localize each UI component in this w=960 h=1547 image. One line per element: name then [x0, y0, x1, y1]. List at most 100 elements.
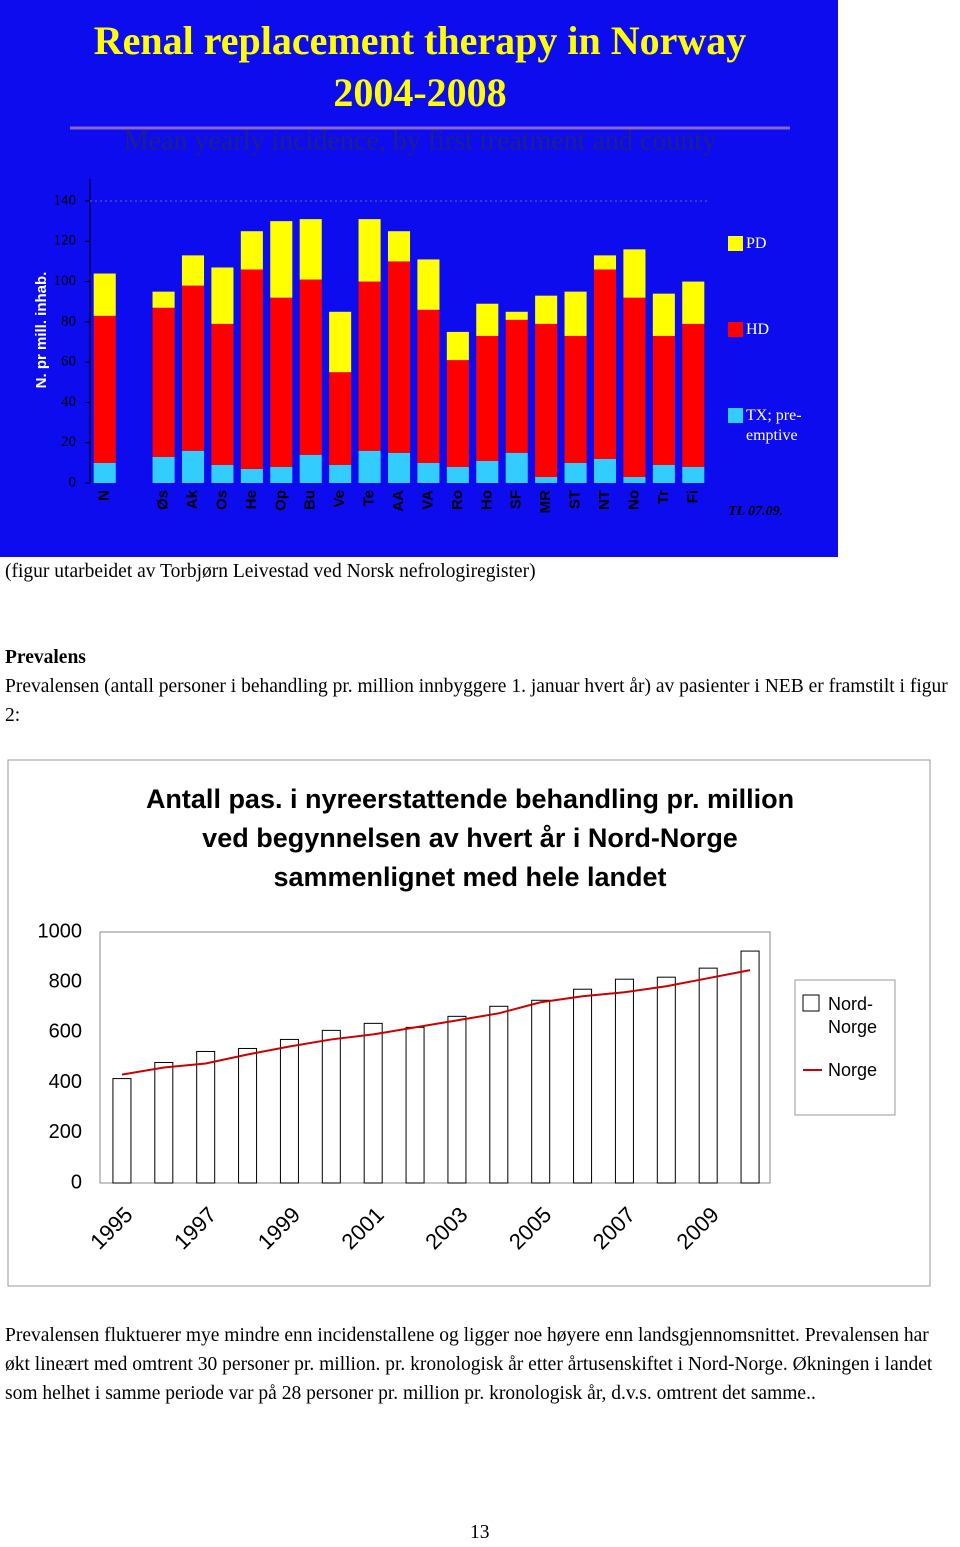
legend-swatch: [802, 994, 820, 1012]
bar: [211, 323, 234, 465]
x-tick-label: Op: [272, 490, 289, 511]
bar: [196, 1050, 216, 1184]
bar: [240, 269, 263, 469]
bar: [698, 967, 718, 1184]
x-tick-label: Ve: [331, 490, 348, 508]
bar: [152, 291, 175, 308]
y-tick-label: 100: [54, 273, 77, 289]
bar: [682, 281, 705, 324]
x-tick-label: VA: [419, 490, 436, 510]
bar: [270, 221, 293, 298]
bar: [535, 295, 558, 324]
bar: [417, 259, 440, 310]
x-tick-label: ST: [567, 490, 584, 509]
bar: [299, 279, 322, 455]
x-tick-label: Ak: [184, 489, 201, 509]
bar: [564, 335, 587, 463]
bar: [358, 450, 381, 483]
bar: [564, 462, 587, 483]
bar: [321, 1029, 341, 1184]
bar: [505, 319, 528, 453]
x-tick-label: No: [625, 490, 642, 510]
bar: [387, 231, 411, 262]
chart-title: 2004-2008: [333, 70, 506, 115]
bar: [614, 978, 634, 1184]
y-axis-label: N. pr mill. inhab.: [33, 272, 50, 389]
paragraph: Prevalensen (antall personer i behandlin…: [5, 676, 948, 726]
x-tick-label: NT: [596, 490, 613, 510]
x-tick-label: Tr: [655, 490, 672, 504]
plot-frame: [99, 931, 771, 1184]
bar: [181, 285, 205, 451]
bar: [535, 476, 558, 483]
bar: [238, 1047, 258, 1184]
bar: [358, 281, 381, 451]
bar: [329, 464, 352, 483]
bar: [623, 249, 646, 298]
bar: [593, 458, 617, 483]
x-tick-label: Os: [213, 490, 230, 510]
y-tick-label: 600: [49, 1021, 82, 1043]
bar: [446, 331, 469, 361]
bar: [656, 976, 676, 1184]
legend-swatch: [728, 236, 743, 251]
chart-title: Renal replacement therapy in Norway: [94, 18, 747, 63]
bar: [329, 372, 352, 465]
y-tick-label: 800: [49, 970, 82, 992]
y-tick-label: 0: [71, 1171, 82, 1193]
x-tick-label: Te: [361, 490, 378, 506]
bar: [152, 456, 175, 483]
x-tick-label: Ro: [449, 490, 466, 510]
bar: [93, 462, 116, 483]
bar: [93, 273, 116, 316]
bar: [505, 452, 528, 483]
bar: [387, 261, 411, 453]
y-tick-label: 200: [49, 1121, 82, 1143]
x-tick-label: Bu: [302, 490, 319, 510]
line: [121, 969, 751, 1076]
heading: Prevalens: [5, 647, 86, 668]
bar: [270, 466, 293, 483]
bar: [240, 231, 263, 270]
x-tick-label: Ho: [478, 490, 495, 510]
bar: [535, 323, 558, 477]
bar: [564, 291, 587, 336]
bar: [505, 311, 528, 320]
bar: [299, 219, 322, 280]
y-tick-label: 80: [61, 313, 76, 329]
x-tick-label: Fi: [684, 490, 701, 503]
chart-title: sammenlignet med hele landet: [273, 862, 666, 892]
y-tick-label: 400: [49, 1071, 82, 1093]
bar: [573, 988, 593, 1184]
x-tick-label: AA: [390, 490, 407, 512]
x-tick-label: N: [96, 490, 113, 501]
legend-label: Norge: [828, 1060, 878, 1080]
bar: [489, 1005, 509, 1184]
annotation: TL 07.09.: [728, 504, 783, 519]
legend-label: TX; pre-emptive: [746, 407, 802, 444]
bar: [682, 323, 705, 467]
y-tick-label: 0: [69, 474, 77, 490]
bar: [154, 1062, 174, 1184]
bar: [181, 450, 205, 483]
bar: [623, 476, 646, 483]
caption: (figur utarbeidet av Torbjørn Leivestad …: [5, 561, 536, 582]
bar: [417, 462, 440, 483]
chart-frame: [7, 759, 931, 1287]
bar: [652, 293, 675, 336]
page-number: 13: [470, 1522, 490, 1543]
y-tick-label: 140: [54, 192, 77, 208]
bar: [363, 1022, 383, 1184]
legend-label: PD: [746, 235, 767, 252]
y-tick-label: 120: [54, 233, 77, 249]
bar: [405, 1026, 425, 1184]
bar: [623, 297, 646, 477]
bar: [447, 1015, 467, 1184]
bar: [593, 269, 617, 459]
bar: [358, 219, 381, 282]
bar: [417, 309, 440, 463]
y-tick-label: 40: [61, 394, 76, 410]
bar: [270, 297, 293, 467]
bar: [299, 454, 322, 483]
